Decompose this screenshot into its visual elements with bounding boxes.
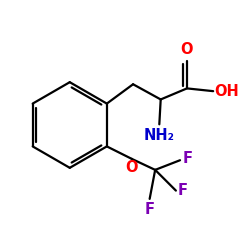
Text: NH₂: NH₂ xyxy=(144,128,175,142)
Text: F: F xyxy=(182,151,192,166)
Text: OH: OH xyxy=(214,84,239,99)
Text: F: F xyxy=(178,183,188,198)
Text: F: F xyxy=(145,202,155,217)
Text: O: O xyxy=(126,160,138,175)
Text: O: O xyxy=(181,42,193,58)
